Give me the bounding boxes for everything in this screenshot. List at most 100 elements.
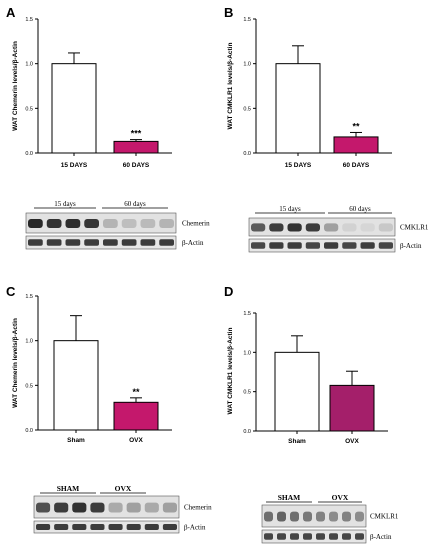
blot-band xyxy=(269,223,284,232)
blot-group-label: OVX xyxy=(332,493,349,502)
blot-strip-loading xyxy=(25,235,177,250)
blot-strip-protein xyxy=(25,212,177,234)
blot-band xyxy=(140,219,156,228)
blot-band xyxy=(46,239,62,246)
blot-band xyxy=(28,239,43,246)
blot-band xyxy=(54,524,69,530)
blot-band xyxy=(378,223,393,232)
blot-loading-label: β-Actin xyxy=(184,524,206,532)
y-axis-label: WAT Chemerin levels/β-Actin xyxy=(12,41,19,131)
blot-group-label: SHAM xyxy=(278,493,301,502)
blot-band xyxy=(287,223,302,232)
blot-band xyxy=(329,511,338,522)
blot-strip-protein xyxy=(261,504,367,528)
blot-loading-label: β-Actin xyxy=(182,239,204,247)
panel-letter: C xyxy=(6,284,16,299)
x-category-label: OVX xyxy=(345,438,359,445)
y-tick-label: 1.5 xyxy=(25,17,33,23)
blot-group-label: 15 days xyxy=(279,205,301,213)
blot-band xyxy=(378,242,393,249)
x-category-label: 60 DAYS xyxy=(123,162,150,169)
blot-band xyxy=(355,533,364,540)
blot-band xyxy=(277,511,286,522)
blot-band xyxy=(159,239,174,246)
panel-c: C 0.0 0.5 1.0 1.5 WAT Chemerin levels/β-Actin… xyxy=(6,284,212,534)
x-category-label: OVX xyxy=(129,437,143,444)
y-tick-label: 0.5 xyxy=(243,106,251,112)
blot-band xyxy=(324,223,339,232)
blot-strip-loading xyxy=(248,238,396,253)
x-category-label: 60 DAYS xyxy=(343,162,370,169)
x-category-label: 15 DAYS xyxy=(285,162,312,169)
blot-band xyxy=(324,242,339,249)
blot-band xyxy=(264,533,273,540)
blot-band xyxy=(342,223,357,232)
bar xyxy=(274,351,320,432)
blot-band xyxy=(103,219,118,228)
blot-band xyxy=(290,511,299,522)
blot-band xyxy=(144,502,159,513)
blot-band xyxy=(126,524,141,530)
blot-strip-protein xyxy=(33,495,180,519)
x-category-label: Sham xyxy=(67,437,85,444)
blot-band xyxy=(305,242,320,249)
blot-band xyxy=(36,524,51,530)
blot-band xyxy=(305,223,320,232)
blot-loading-label: β-Actin xyxy=(370,533,392,541)
blot-group-label: 60 days xyxy=(124,200,146,208)
blot-band xyxy=(269,242,284,249)
y-tick-label: 0.5 xyxy=(25,106,33,112)
panel-letter: B xyxy=(224,5,233,20)
blot-band xyxy=(54,502,69,513)
y-tick-label: 1.5 xyxy=(25,294,33,300)
bar xyxy=(329,384,375,432)
y-tick-label: 1.5 xyxy=(243,311,251,317)
blot-strip-protein xyxy=(248,217,396,237)
blot-band xyxy=(264,511,273,522)
blot-band xyxy=(90,502,105,513)
y-tick-label: 0.5 xyxy=(243,390,251,396)
blot-band xyxy=(72,502,87,513)
significance-marker: ** xyxy=(352,121,360,131)
blot-band xyxy=(84,219,99,228)
blot-strip-loading xyxy=(33,520,180,534)
y-tick-label: 1.5 xyxy=(243,17,251,23)
blot-band xyxy=(251,223,266,232)
blot-band xyxy=(303,511,312,522)
y-tick-label: 0.0 xyxy=(25,428,33,434)
y-tick-label: 1.0 xyxy=(243,62,251,68)
blot-band xyxy=(342,533,351,540)
x-category-label: Sham xyxy=(288,438,306,445)
blot-band xyxy=(90,524,105,530)
blot-group-label: 60 days xyxy=(349,205,371,213)
blot-band xyxy=(140,239,156,246)
y-tick-label: 0.0 xyxy=(25,151,33,157)
blot-band xyxy=(162,502,177,513)
blot-band xyxy=(36,502,51,513)
blot-protein-label: Chemerin xyxy=(184,504,212,512)
blot-band xyxy=(277,533,286,540)
blot-band xyxy=(65,219,81,228)
blot-band xyxy=(103,239,118,246)
blot-band xyxy=(316,533,325,540)
y-tick-label: 0.5 xyxy=(25,383,33,389)
bar xyxy=(51,63,97,154)
y-axis-label: WAT CMKLR1 levels/β-Actin xyxy=(227,43,234,130)
blot-band xyxy=(329,533,338,540)
y-tick-label: 0.0 xyxy=(243,429,251,435)
blot-group-label: SHAM xyxy=(57,484,80,493)
blot-band xyxy=(121,239,137,246)
western-blot: SHAM OVX CMKLR1 β-Actin xyxy=(261,493,399,544)
blot-band xyxy=(108,524,123,530)
blot-band xyxy=(162,524,177,530)
blot-group-label: 15 days xyxy=(54,200,76,208)
blot-band xyxy=(355,511,364,522)
blot-band xyxy=(84,239,99,246)
blot-band xyxy=(46,219,62,228)
x-category-label: 15 DAYS xyxy=(61,162,88,169)
blot-loading-label: β-Actin xyxy=(400,242,422,250)
blot-group-label: OVX xyxy=(115,484,132,493)
significance-marker: ** xyxy=(132,387,140,397)
significance-marker: *** xyxy=(131,129,142,139)
